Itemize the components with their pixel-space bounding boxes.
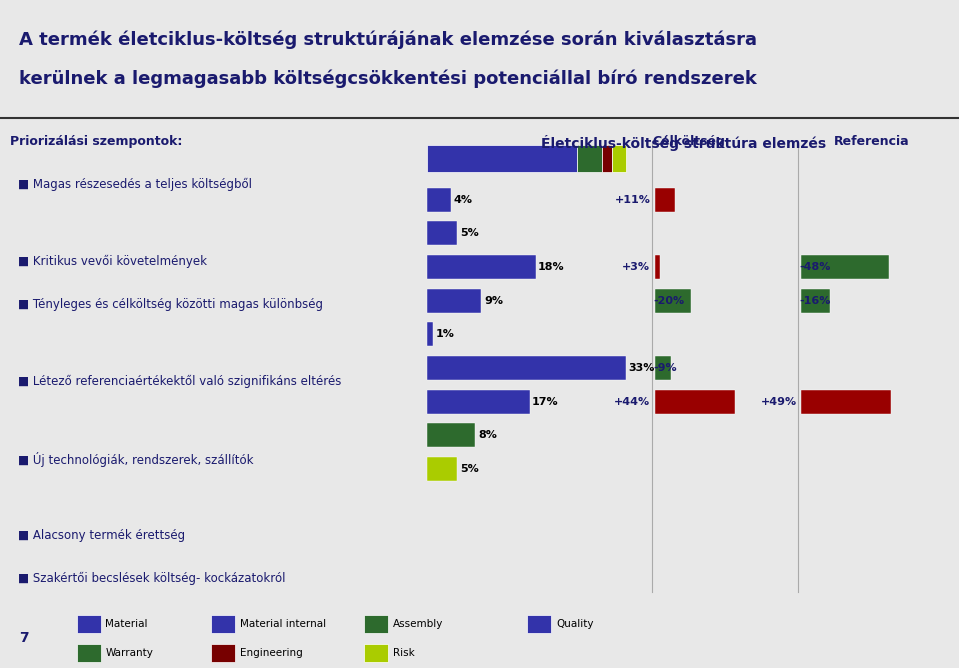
FancyBboxPatch shape xyxy=(427,322,433,346)
Text: 33%: 33% xyxy=(628,363,655,373)
Text: Életciklus-költség struktúra elemzés: Életciklus-költség struktúra elemzés xyxy=(541,135,826,151)
Text: ■ Létező referenciaértékektől való szignifikáns eltérés: ■ Létező referenciaértékektől való szign… xyxy=(17,375,341,388)
Text: Risk: Risk xyxy=(393,648,415,658)
Text: ■ Kritikus vevői követelmények: ■ Kritikus vevői követelmények xyxy=(17,255,206,268)
Text: 5%: 5% xyxy=(460,228,479,238)
FancyBboxPatch shape xyxy=(801,389,891,413)
Text: -9%: -9% xyxy=(653,363,677,373)
Text: 5%: 5% xyxy=(460,464,479,474)
Text: ■ Magas részesedés a teljes költségből: ■ Magas részesedés a teljes költségből xyxy=(17,178,251,191)
FancyBboxPatch shape xyxy=(655,389,735,413)
FancyBboxPatch shape xyxy=(601,146,613,172)
Text: 18%: 18% xyxy=(538,262,565,272)
FancyBboxPatch shape xyxy=(655,188,675,212)
FancyBboxPatch shape xyxy=(613,146,626,172)
FancyBboxPatch shape xyxy=(655,255,660,279)
FancyBboxPatch shape xyxy=(655,356,671,380)
Bar xyxy=(77,615,101,633)
Text: ■ Szakértői becslések költség- kockázatokról: ■ Szakértői becslések költség- kockázato… xyxy=(17,572,285,585)
Text: Engineering: Engineering xyxy=(240,648,302,658)
FancyBboxPatch shape xyxy=(427,424,476,448)
Text: Material: Material xyxy=(105,619,148,629)
Text: A termék életciklus-költség struktúrájának elemzése során kiválasztásra: A termék életciklus-költség struktúráján… xyxy=(19,30,758,49)
Text: +49%: +49% xyxy=(760,397,797,407)
FancyBboxPatch shape xyxy=(801,255,889,279)
Text: ■ Új technológiák, rendszerek, szállítók: ■ Új technológiák, rendszerek, szállítók xyxy=(17,452,253,467)
Text: 4%: 4% xyxy=(454,194,473,204)
FancyBboxPatch shape xyxy=(427,289,481,313)
Bar xyxy=(211,615,235,633)
Text: Priorizálási szempontok:: Priorizálási szempontok: xyxy=(10,135,182,148)
Text: +44%: +44% xyxy=(614,397,650,407)
FancyBboxPatch shape xyxy=(427,389,529,413)
FancyBboxPatch shape xyxy=(655,289,691,313)
Text: 8%: 8% xyxy=(478,430,497,440)
Text: ■ Tényleges és célköltség közötti magas különbség: ■ Tényleges és célköltség közötti magas … xyxy=(17,298,322,311)
Text: 9%: 9% xyxy=(484,296,503,305)
Text: 17%: 17% xyxy=(532,397,559,407)
Text: -20%: -20% xyxy=(653,296,685,305)
Text: -48%: -48% xyxy=(800,262,831,272)
Text: Quality: Quality xyxy=(556,619,594,629)
Text: +11%: +11% xyxy=(615,194,650,204)
Text: Assembly: Assembly xyxy=(393,619,444,629)
FancyBboxPatch shape xyxy=(427,356,626,380)
Text: -16%: -16% xyxy=(800,296,831,305)
Text: +3%: +3% xyxy=(622,262,650,272)
FancyBboxPatch shape xyxy=(427,255,535,279)
FancyBboxPatch shape xyxy=(801,289,830,313)
Bar xyxy=(364,644,388,662)
FancyBboxPatch shape xyxy=(427,146,577,172)
Text: Material internal: Material internal xyxy=(240,619,326,629)
Text: 7: 7 xyxy=(19,631,29,645)
Bar xyxy=(77,644,101,662)
FancyBboxPatch shape xyxy=(427,457,457,481)
Bar xyxy=(211,644,235,662)
Bar xyxy=(364,615,388,633)
FancyBboxPatch shape xyxy=(427,188,452,212)
Text: ■ Alacsony termék érettség: ■ Alacsony termék érettség xyxy=(17,529,185,542)
Text: Célköltség: Célköltség xyxy=(652,136,725,148)
FancyBboxPatch shape xyxy=(577,146,601,172)
Text: Warranty: Warranty xyxy=(105,648,153,658)
Text: 1%: 1% xyxy=(435,329,455,339)
Text: kerülnek a legmagasabb költségcsökkentési potenciállal bíró rendszerek: kerülnek a legmagasabb költségcsökkentés… xyxy=(19,69,757,88)
Bar xyxy=(527,615,551,633)
Text: Referencia: Referencia xyxy=(833,136,909,148)
FancyBboxPatch shape xyxy=(427,221,457,245)
